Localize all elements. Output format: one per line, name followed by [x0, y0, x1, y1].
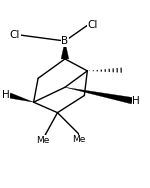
Text: Cl: Cl	[87, 20, 98, 30]
Text: H: H	[132, 96, 140, 106]
Text: B: B	[61, 36, 69, 46]
Polygon shape	[61, 41, 69, 59]
Text: Me: Me	[36, 136, 49, 145]
Text: Me: Me	[72, 135, 85, 144]
Polygon shape	[9, 93, 34, 102]
Text: Cl: Cl	[10, 30, 20, 40]
Polygon shape	[65, 87, 133, 104]
Text: H: H	[2, 90, 10, 101]
